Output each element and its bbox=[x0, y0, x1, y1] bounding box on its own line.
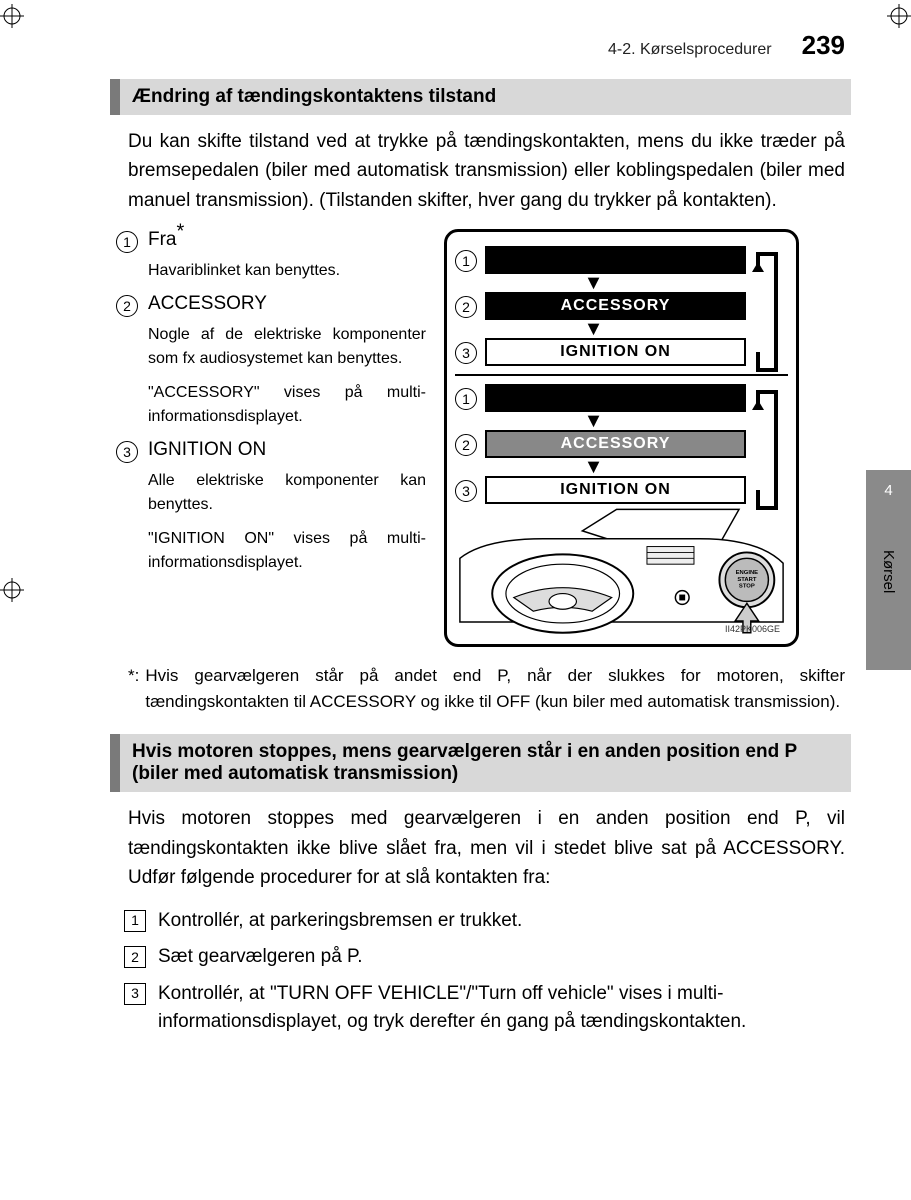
divider bbox=[455, 374, 788, 376]
diagram-row: 1 bbox=[455, 246, 746, 274]
state-item-1: 1 Fra* Havariblinket kan benyttes. bbox=[116, 229, 426, 283]
circled-number-icon: 2 bbox=[455, 296, 477, 318]
step-text: Sæt gearvælgeren på P. bbox=[158, 943, 363, 972]
section-heading-b: Hvis motoren stoppes, mens gearvælgeren … bbox=[110, 734, 851, 792]
diagram-row: 3 IGNITION ON bbox=[455, 476, 746, 504]
circled-number-icon: 3 bbox=[455, 480, 477, 502]
circled-number-icon: 1 bbox=[455, 250, 477, 272]
step-text: Kontrollér, at parkeringsbremsen er truk… bbox=[158, 907, 522, 936]
state-desc: "IGNITION ON" vises på multi-information… bbox=[148, 527, 426, 575]
diagram-row: 2 ACCESSORY bbox=[455, 292, 746, 320]
circled-number-icon: 2 bbox=[116, 295, 138, 317]
diagram-code: II42PK006GE bbox=[725, 624, 780, 634]
boxed-number-icon: 2 bbox=[124, 946, 146, 968]
state-box: IGNITION ON bbox=[485, 338, 746, 366]
footnote: *: Hvis gearvælgeren står på andet end P… bbox=[128, 663, 845, 714]
state-definitions: 1 Fra* Havariblinket kan benyttes. 2 ACC… bbox=[116, 229, 426, 647]
circled-number-icon: 3 bbox=[455, 342, 477, 364]
down-arrow-icon: ▼ bbox=[483, 462, 704, 472]
circled-number-icon: 2 bbox=[455, 434, 477, 456]
svg-text:ENGINE: ENGINE bbox=[736, 570, 759, 576]
procedure-step: 1 Kontrollér, at parkeringsbremsen er tr… bbox=[124, 907, 851, 936]
section-a-intro: Du kan skifte tilstand ved at trykke på … bbox=[128, 127, 845, 215]
state-desc: Alle elektriske komponenter kan benyttes… bbox=[148, 469, 426, 517]
down-arrow-icon: ▼ bbox=[483, 416, 704, 426]
down-arrow-icon: ▼ bbox=[483, 324, 704, 334]
footnote-star-icon: * bbox=[177, 221, 185, 243]
section-b-intro: Hvis motoren stoppes med gearvælgeren i … bbox=[128, 804, 845, 892]
circled-number-icon: 1 bbox=[455, 388, 477, 410]
section-path: 4-2. Kørselsprocedurer bbox=[608, 41, 772, 59]
page-number: 239 bbox=[802, 30, 845, 61]
section-heading-a: Ændring af tændingskontaktens tilstand bbox=[110, 79, 851, 115]
procedure-step: 3 Kontrollér, at "TURN OFF VEHICLE"/"Tur… bbox=[124, 980, 851, 1037]
state-box: ACCESSORY bbox=[485, 430, 746, 458]
state-box: IGNITION ON bbox=[485, 476, 746, 504]
state-box: ACCESSORY bbox=[485, 292, 746, 320]
svg-text:STOP: STOP bbox=[739, 584, 755, 590]
state-box bbox=[485, 384, 746, 412]
svg-text:START: START bbox=[737, 577, 757, 583]
state-label: IGNITION ON bbox=[148, 439, 266, 461]
cycle-arrow-icon bbox=[752, 390, 782, 498]
state-label: ACCESSORY bbox=[148, 293, 267, 315]
dashboard-illustration: ENGINE START STOP II42PK006GE bbox=[455, 508, 788, 638]
state-label: Fra* bbox=[148, 229, 184, 251]
circled-number-icon: 3 bbox=[116, 441, 138, 463]
state-desc: "ACCESSORY" vises på multi-informationsd… bbox=[148, 381, 426, 429]
state-box bbox=[485, 246, 746, 274]
ignition-state-diagram: 1 ▼ 2 ACCESSORY ▼ 3 IGNITION ON bbox=[444, 229, 799, 647]
footnote-text: Hvis gearvælgeren står på andet end P, n… bbox=[145, 663, 845, 714]
boxed-number-icon: 1 bbox=[124, 910, 146, 932]
down-arrow-icon: ▼ bbox=[483, 278, 704, 288]
diagram-row: 1 bbox=[455, 384, 746, 412]
state-desc: Nogle af de elektriske komponenter som f… bbox=[148, 323, 426, 371]
cycle-arrow-icon bbox=[752, 252, 782, 360]
state-item-3: 3 IGNITION ON Alle elektriske komponente… bbox=[116, 439, 426, 575]
state-item-2: 2 ACCESSORY Nogle af de elektriske kompo… bbox=[116, 293, 426, 429]
step-text: Kontrollér, at "TURN OFF VEHICLE"/"Turn … bbox=[158, 980, 851, 1037]
diagram-row: 3 IGNITION ON bbox=[455, 338, 746, 366]
state-desc: Havariblinket kan benyttes. bbox=[148, 259, 426, 283]
boxed-number-icon: 3 bbox=[124, 983, 146, 1005]
footnote-mark: *: bbox=[128, 663, 139, 714]
page-header: 4-2. Kørselsprocedurer 239 bbox=[110, 30, 851, 61]
circled-number-icon: 1 bbox=[116, 231, 138, 253]
diagram-row: 2 ACCESSORY bbox=[455, 430, 746, 458]
procedure-step: 2 Sæt gearvælgeren på P. bbox=[124, 943, 851, 972]
